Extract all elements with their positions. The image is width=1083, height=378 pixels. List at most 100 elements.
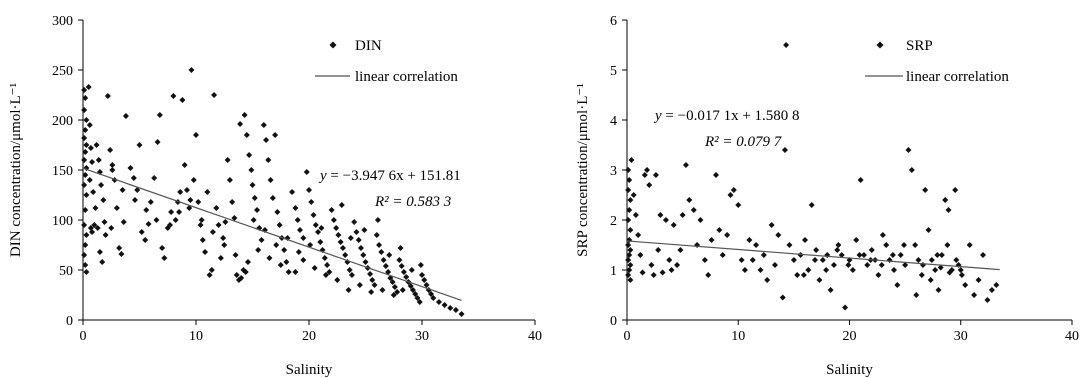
data-point [902, 262, 909, 268]
data-point [878, 262, 885, 268]
data-point [183, 187, 190, 193]
data-point [423, 282, 430, 288]
data-point [81, 135, 88, 141]
data-point [255, 247, 262, 253]
data-point [312, 222, 319, 228]
data-point [211, 92, 218, 98]
x-tick-label: 30 [954, 329, 968, 344]
data-point [827, 287, 834, 293]
data-point [382, 263, 389, 269]
data-point [188, 67, 195, 73]
data-point [346, 267, 353, 273]
data-point [142, 237, 149, 243]
data-point [231, 215, 238, 221]
data-point [679, 212, 686, 218]
data-point [83, 232, 90, 238]
data-point [391, 284, 398, 290]
data-point [428, 291, 435, 297]
data-point [145, 221, 152, 227]
data-point [984, 297, 991, 303]
data-point [447, 305, 454, 311]
data-point [419, 272, 425, 278]
data-point [265, 157, 272, 163]
data-point [797, 252, 804, 258]
data-point [100, 197, 107, 203]
x-tick-label: 30 [415, 329, 429, 344]
data-point [934, 252, 941, 258]
data-point [379, 287, 386, 293]
data-point [215, 222, 222, 228]
y-tick-label: 50 [59, 264, 73, 279]
data-point [82, 242, 89, 248]
data-point [81, 222, 88, 228]
data-point [154, 139, 161, 145]
r-squared-label: R² = 0.079 7 [704, 134, 783, 150]
data-point [819, 257, 826, 263]
data-point [206, 272, 213, 278]
data-point [186, 205, 193, 211]
data-point [335, 232, 342, 238]
data-point [251, 195, 258, 201]
data-point [232, 252, 239, 258]
data-point [753, 242, 760, 248]
data-point [248, 167, 255, 173]
x-tick-label: 20 [302, 329, 316, 344]
data-point [901, 242, 908, 248]
data-point [131, 197, 138, 203]
y-tick-label: 100 [52, 214, 73, 229]
data-point [102, 232, 109, 238]
data-point [339, 245, 346, 251]
y-axis-title: SRP concentration/μmol·L⁻¹ [575, 83, 591, 257]
regression-equation: y = −0.017 1x + 1.580 8 [653, 108, 800, 124]
data-point [249, 182, 256, 188]
data-point [283, 259, 290, 265]
data-point [845, 262, 852, 268]
data-point [226, 177, 233, 183]
data-point [274, 209, 281, 215]
data-point [925, 227, 932, 233]
data-point [988, 287, 995, 293]
data-point [260, 122, 267, 128]
data-point [659, 269, 666, 276]
data-point [326, 269, 333, 275]
data-point [677, 247, 684, 253]
data-point [91, 222, 98, 228]
data-point [958, 272, 965, 278]
data-point [952, 187, 959, 193]
data-point [243, 132, 250, 138]
data-point [122, 113, 129, 119]
data-point [81, 157, 88, 163]
data-point [802, 237, 808, 243]
data-point [89, 229, 96, 235]
data-point [96, 249, 103, 255]
data-point [181, 162, 188, 168]
data-point [159, 245, 166, 251]
data-point [808, 202, 815, 208]
data-point [626, 207, 633, 213]
data-point [81, 252, 88, 258]
data-point [894, 282, 901, 288]
data-point [938, 252, 945, 258]
data-point [127, 165, 134, 171]
data-point [321, 255, 328, 261]
data-point [82, 172, 89, 178]
data-point [272, 132, 279, 138]
data-point [919, 262, 926, 268]
y-tick-label: 3 [610, 164, 617, 179]
data-point [913, 292, 920, 298]
data-point [458, 311, 465, 317]
data-point [627, 247, 634, 253]
data-point [834, 247, 841, 253]
data-point [794, 272, 801, 278]
data-point [838, 252, 845, 258]
data-point [81, 87, 88, 93]
data-point [857, 177, 864, 183]
data-point [238, 275, 245, 281]
data-point [199, 237, 206, 243]
y-tick-label: 2 [610, 214, 617, 229]
data-point [891, 267, 897, 273]
legend-label-series: DIN [355, 38, 382, 54]
data-point [92, 205, 99, 211]
data-point [652, 172, 659, 178]
data-point [421, 277, 428, 283]
